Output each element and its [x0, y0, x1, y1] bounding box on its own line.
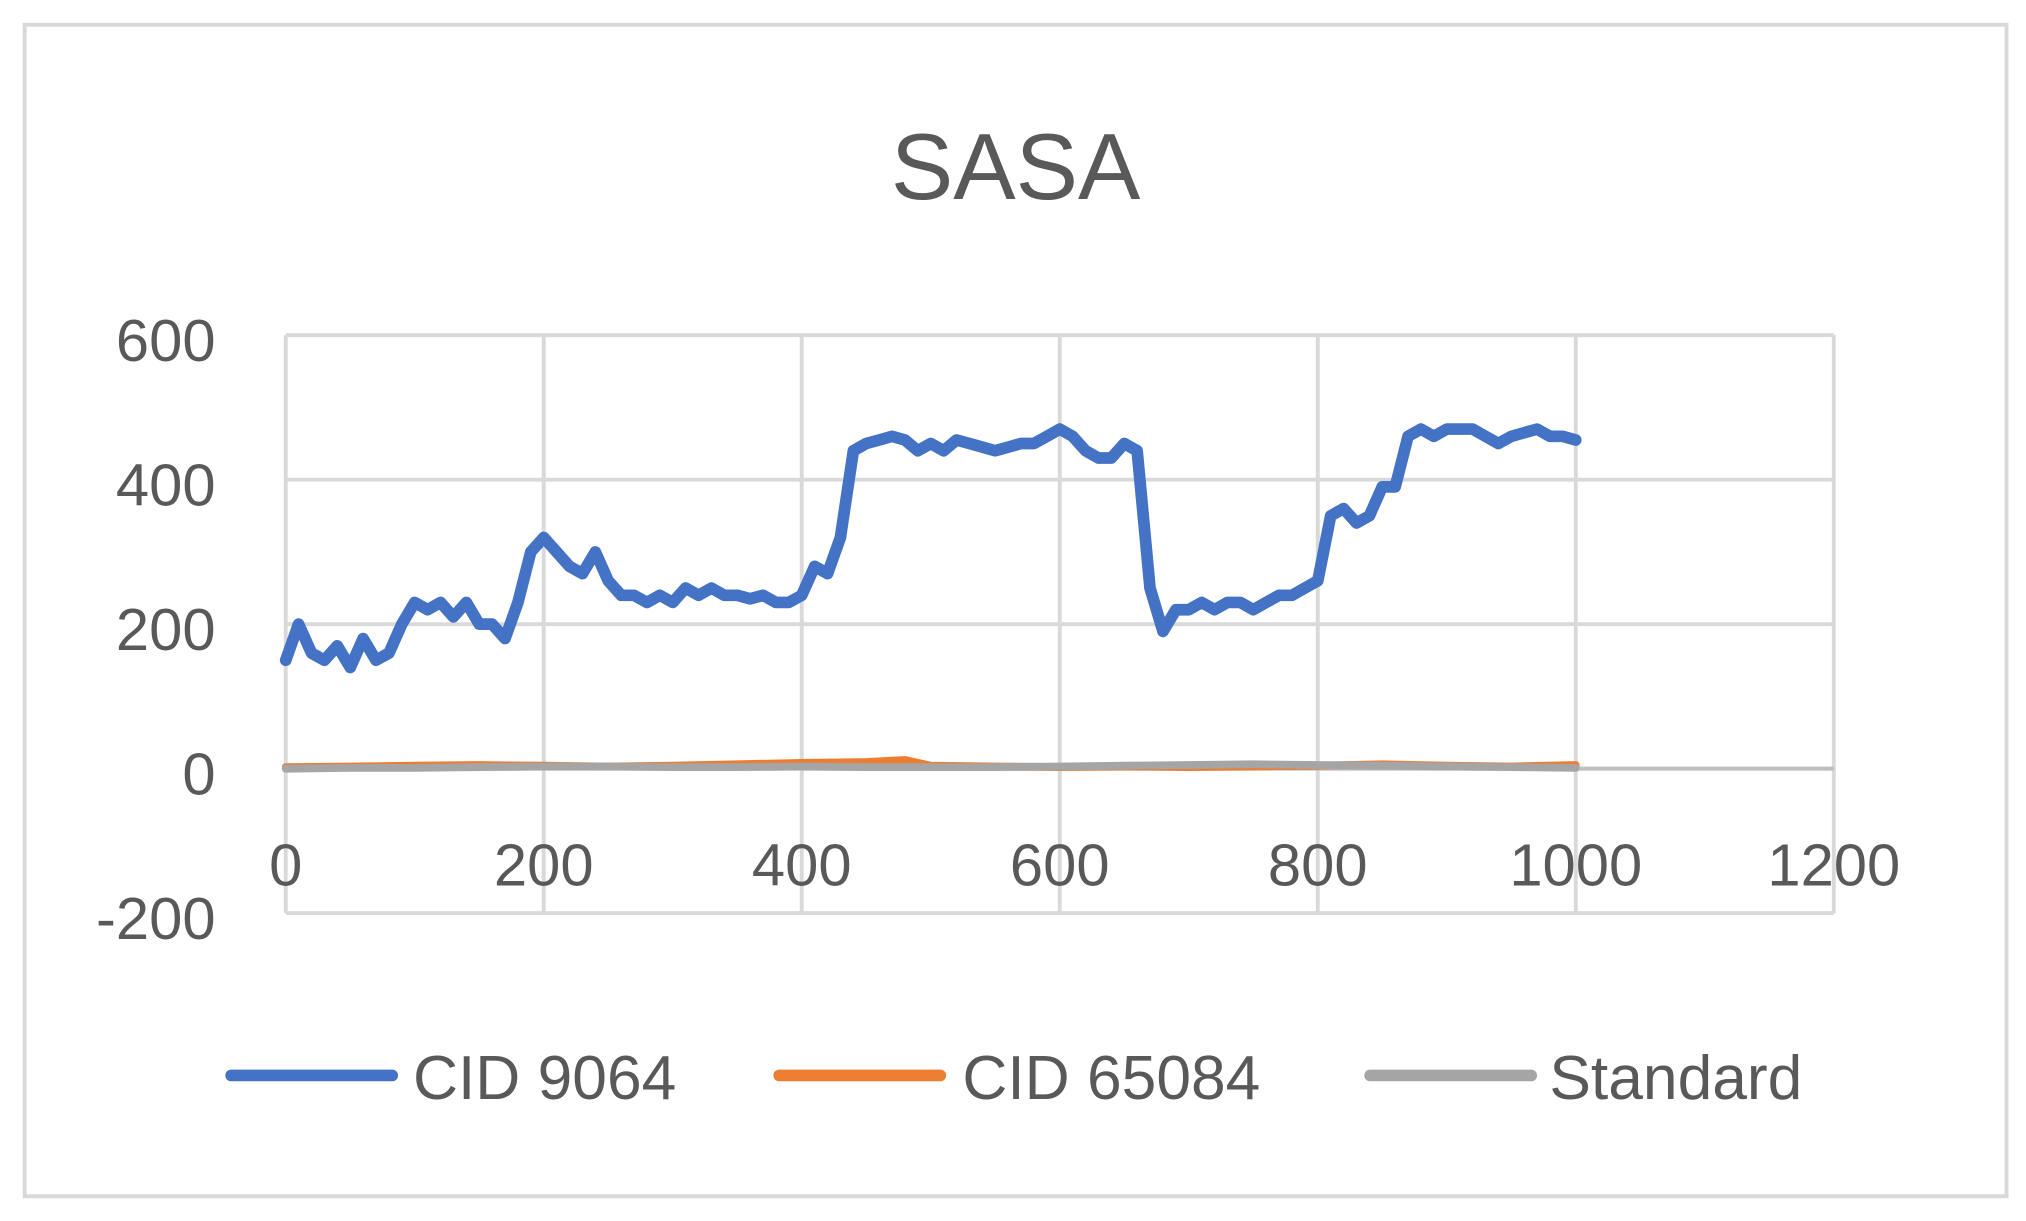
y-tick-label: 0 — [182, 741, 215, 808]
x-tick-label: 400 — [752, 832, 852, 899]
x-tick-label: 1200 — [1767, 832, 1900, 899]
y-tick-label: 600 — [116, 307, 216, 374]
y-tick-label: 400 — [116, 452, 216, 519]
chart-title: SASA — [891, 114, 1141, 219]
legend: CID 9064 CID 65084 Standard — [225, 1044, 1802, 1113]
x-tick-label: 800 — [1268, 832, 1368, 899]
chart-border — [22, 22, 2009, 1199]
y-tick-label: -200 — [96, 885, 216, 952]
x-tick-label: 0 — [269, 832, 302, 899]
series-line-2 — [281, 760, 1580, 773]
x-axis-tick-labels: 0 200 400 600 800 1000 1200 — [269, 832, 1900, 899]
x-tick-label: 600 — [1010, 832, 1110, 899]
x-tick-label: 1000 — [1509, 832, 1642, 899]
legend-label-2: Standard — [1549, 1044, 1802, 1113]
series-lines — [279, 423, 1582, 773]
legend-label-1: CID 65084 — [962, 1044, 1260, 1113]
y-axis-tick-labels: -200 0 200 400 600 — [96, 307, 216, 952]
x-tick-label: 200 — [494, 832, 594, 899]
y-tick-label: 200 — [116, 596, 216, 663]
legend-label-0: CID 9064 — [413, 1044, 676, 1113]
